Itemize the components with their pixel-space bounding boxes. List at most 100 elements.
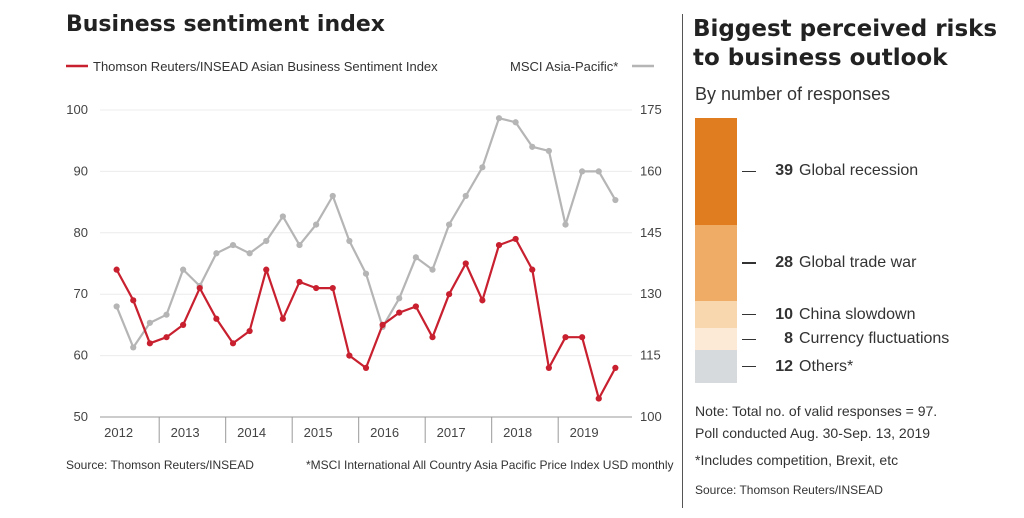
y-left-tick-label: 60 <box>74 348 88 363</box>
data-point-msci <box>512 119 519 126</box>
y-left-tick-label: 80 <box>74 225 88 240</box>
x-tick-label: 2019 <box>570 425 599 440</box>
data-point-sentiment <box>163 334 170 341</box>
data-point-msci <box>612 196 619 204</box>
data-point-sentiment <box>562 334 569 341</box>
risk-category: Global recession <box>799 162 919 180</box>
data-point-msci <box>146 319 153 326</box>
data-point-msci <box>279 213 286 220</box>
data-point-sentiment <box>495 241 503 249</box>
data-point-msci <box>163 311 170 318</box>
data-point-msci <box>396 295 403 302</box>
risk-value: 10 <box>775 305 793 323</box>
data-point-sentiment <box>612 364 619 371</box>
data-point-msci <box>130 344 137 351</box>
data-point-sentiment <box>196 284 203 292</box>
axis-layer: 100 175 90 160 80 145 70 130 60 115 50 100 2012 2013 2… <box>66 102 662 443</box>
data-point-msci <box>346 237 353 245</box>
data-point-sentiment <box>346 352 353 359</box>
risk-label-row: 12 Others* <box>742 357 853 377</box>
data-point-msci <box>229 241 237 249</box>
y-right-tick-label: 100 <box>640 409 662 424</box>
risk-segment <box>695 224 737 302</box>
data-point-sentiment <box>479 297 486 304</box>
risks-title-line1: Biggest perceived risks <box>693 16 998 42</box>
x-tick-label: 2015 <box>304 425 333 440</box>
risk-segment <box>695 301 737 329</box>
risk-category: Currency fluctuations <box>799 330 950 348</box>
risk-label-row: 28 Global trade war <box>742 253 916 273</box>
data-point-sentiment <box>379 321 386 328</box>
risk-leader-line <box>742 262 756 264</box>
data-point-msci <box>495 115 503 122</box>
data-point-sentiment <box>180 321 187 328</box>
note-line2: Poll conducted Aug. 30-Sep. 13, 2019 <box>695 425 931 441</box>
data-point-msci <box>562 221 569 228</box>
risk-value: 12 <box>775 357 793 375</box>
data-point-sentiment <box>113 266 120 273</box>
data-point-sentiment <box>595 395 602 402</box>
data-point-msci <box>362 270 370 277</box>
legend-label-sentiment: Thomson Reuters/INSEAD Asian Business Se… <box>93 59 438 74</box>
x-tick-label: 2017 <box>437 425 466 440</box>
data-point-msci <box>180 266 187 273</box>
data-point-sentiment <box>130 297 137 304</box>
sentiment-chart: 100 175 90 160 80 145 70 130 60 115 50 100 2012 2013 2… <box>66 59 662 443</box>
panel-divider <box>682 14 683 508</box>
risk-leader-line <box>742 338 756 341</box>
series-layer <box>113 115 619 402</box>
risk-label-row: 39 Global recession <box>742 161 918 181</box>
risk-label-row: 8 Currency fluctuations <box>742 329 949 349</box>
data-point-sentiment <box>579 334 586 341</box>
risk-category: China slowdown <box>799 305 916 323</box>
x-tick-label: 2014 <box>237 425 266 440</box>
data-point-sentiment <box>246 327 253 335</box>
data-point-msci <box>479 164 486 171</box>
data-point-sentiment <box>146 340 153 347</box>
data-point-msci <box>545 147 552 155</box>
x-tick-label: 2018 <box>503 425 532 440</box>
data-point-msci <box>213 250 220 257</box>
data-point-sentiment <box>263 266 270 273</box>
risks-note: Note: Total no. of valid responses = 97.… <box>695 400 1005 444</box>
y-left-tick-label: 70 <box>74 286 88 301</box>
risk-segment <box>695 350 737 383</box>
data-point-msci <box>296 241 303 249</box>
chart-title: Business sentiment index <box>66 12 385 37</box>
risk-category: Global trade war <box>799 253 917 271</box>
risks-title-line2: to business outlook <box>693 45 948 71</box>
data-point-msci <box>412 254 419 261</box>
legend-label-msci: MSCI Asia-Pacific* <box>510 59 618 74</box>
risks-title: Biggest perceived risks to business outl… <box>693 15 997 73</box>
y-right-tick-label: 160 <box>640 163 662 178</box>
data-point-sentiment <box>429 334 436 341</box>
risk-value: 28 <box>775 253 793 271</box>
risk-value: 39 <box>775 162 793 180</box>
y-left-tick-label: 100 <box>66 102 88 117</box>
x-tick-label: 2013 <box>171 425 200 440</box>
data-point-sentiment <box>512 235 519 243</box>
data-point-sentiment <box>412 303 419 310</box>
data-point-sentiment <box>296 278 303 286</box>
series-line-sentiment <box>115 237 617 400</box>
data-point-msci <box>246 250 253 257</box>
data-point-msci <box>429 266 436 273</box>
chart-source: Source: Thomson Reuters/INSEAD <box>66 458 254 472</box>
risk-segment <box>695 328 737 351</box>
risks-subtitle: By number of responses <box>695 84 891 104</box>
data-point-sentiment <box>213 315 220 322</box>
risk-label-row: 10 China slowdown <box>742 305 916 325</box>
data-point-msci <box>313 221 320 228</box>
data-point-msci <box>329 192 336 200</box>
data-point-sentiment <box>229 340 237 347</box>
risk-value: 8 <box>784 330 793 348</box>
legend: Thomson Reuters/INSEAD Asian Business Se… <box>66 59 654 74</box>
data-point-sentiment <box>462 260 469 267</box>
x-tick-label: 2016 <box>370 425 399 440</box>
data-point-msci <box>529 143 536 150</box>
data-point-sentiment <box>279 315 286 322</box>
data-point-sentiment <box>545 364 552 371</box>
data-point-sentiment <box>396 309 403 316</box>
data-point-sentiment <box>313 284 320 292</box>
data-point-msci <box>263 237 270 245</box>
